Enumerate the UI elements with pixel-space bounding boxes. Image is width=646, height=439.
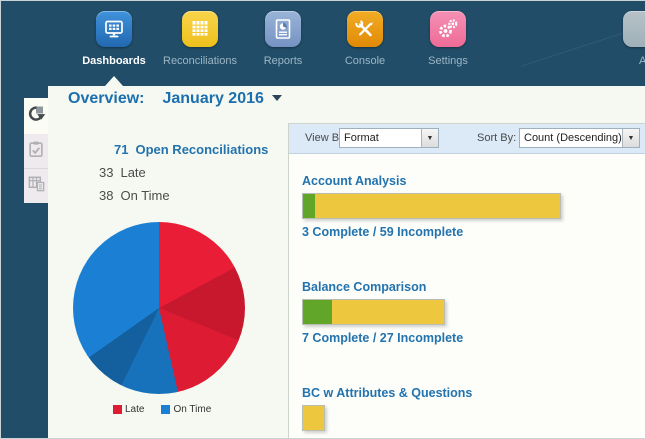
- pie-legend: Late On Time: [113, 404, 211, 415]
- on-time-label: On Time: [120, 188, 170, 203]
- gears-icon: [430, 11, 466, 47]
- tools-icon: [347, 11, 383, 47]
- group-title-link[interactable]: Account Analysis: [302, 174, 407, 188]
- group-caption-link[interactable]: 3 Complete / 59 Incomplete: [302, 225, 464, 239]
- open-count: 71: [114, 142, 129, 157]
- nav-tab-reports[interactable]: Reports: [238, 1, 328, 86]
- format-summary-panel: View By: Format ▼ Sort By: Count (Descen…: [288, 123, 645, 438]
- nav-label: Reports: [263, 55, 303, 67]
- group-caption-link[interactable]: 0 Complete / 5 Incomplete: [302, 437, 561, 438]
- format-group: Account Analysis 3 Complete / 59 Incompl…: [302, 174, 561, 239]
- format-group: BC w Attributes & Questions 0 Complete /…: [302, 386, 561, 438]
- stacked-bar: [302, 193, 561, 219]
- sort-by-label: Sort By:: [477, 132, 517, 144]
- summary-stats: 71 Open Reconciliations 33 Late 38 On Time: [99, 138, 268, 207]
- on-time-stat: 38 On Time: [99, 184, 268, 207]
- dropdown-arrow-icon[interactable]: ▼: [421, 129, 438, 147]
- period-selector[interactable]: January 2016: [162, 90, 282, 107]
- bar-complete-segment: [303, 300, 332, 324]
- sidebar-item-tasks[interactable]: [24, 134, 48, 169]
- open-reconciliations-stat[interactable]: 71 Open Reconciliations: [99, 138, 268, 161]
- data-grid-icon: [27, 174, 46, 198]
- nav-label: Console: [344, 55, 386, 67]
- group-title-link[interactable]: Balance Comparison: [302, 280, 427, 294]
- format-groups: Account Analysis 3 Complete / 59 Incompl…: [302, 174, 561, 438]
- view-by-label: View By:: [305, 132, 348, 144]
- legend-late-label: Late: [125, 404, 145, 415]
- nav-tab-dashboards[interactable]: Dashboards: [69, 1, 159, 86]
- stacked-bar: [302, 299, 445, 325]
- table-grid-icon: [182, 11, 218, 47]
- nav-label: Reconciliations: [163, 55, 237, 67]
- late-count: 33: [99, 165, 114, 180]
- chevron-down-icon: [271, 95, 282, 101]
- on-time-swatch: [161, 405, 171, 414]
- legend-on-time-label: On Time: [173, 404, 212, 415]
- page-title: Overview: January 2016: [68, 90, 282, 108]
- top-navbar: Dashboards Reconciliations: [1, 1, 646, 86]
- sidebar-item-reconciliation-list[interactable]: [24, 169, 48, 203]
- monitor-grid-icon: [96, 11, 132, 47]
- format-group: Balance Comparison 7 Complete / 27 Incom…: [302, 280, 561, 345]
- legend-item-on-time: On Time: [161, 404, 211, 415]
- nav-tab-clipped[interactable]: A: [623, 1, 646, 86]
- nav-tab-console[interactable]: Console: [320, 1, 410, 86]
- on-time-count: 38: [99, 188, 114, 203]
- clipboard-check-icon: [27, 140, 45, 163]
- dropdown-arrow-icon[interactable]: ▼: [622, 129, 639, 147]
- period-value: January 2016: [162, 90, 264, 107]
- late-stat: 33 Late: [99, 161, 268, 184]
- swap-arrow-icon: [26, 104, 46, 129]
- nav-tab-settings[interactable]: Settings: [403, 1, 493, 86]
- late-swatch: [113, 405, 122, 414]
- report-document-icon: [265, 11, 301, 47]
- group-caption-link[interactable]: 7 Complete / 27 Incomplete: [302, 331, 464, 345]
- active-tab-pointer: [105, 76, 123, 86]
- status-pie-chart: [73, 222, 245, 394]
- legend-item-late: Late: [113, 404, 144, 415]
- nav-label: Settings: [428, 55, 468, 67]
- view-by-select[interactable]: Format ▼: [339, 128, 439, 148]
- sort-by-select[interactable]: Count (Descending) ▼: [519, 128, 640, 148]
- sort-by-value: Count (Descending): [524, 132, 622, 144]
- panel-toolbar: View By: Format ▼ Sort By: Count (Descen…: [289, 124, 645, 154]
- clipped-icon: [623, 11, 645, 47]
- nav-tab-reconciliations[interactable]: Reconciliations: [155, 1, 245, 86]
- open-label: Open Reconciliations: [135, 142, 269, 157]
- view-by-value: Format: [344, 132, 379, 144]
- late-label: Late: [120, 165, 146, 180]
- overview-label: Overview:: [68, 90, 145, 107]
- stacked-bar: [302, 405, 325, 431]
- group-title-link[interactable]: BC w Attributes & Questions: [302, 386, 473, 400]
- sidebar-item-workflow[interactable]: [24, 98, 48, 134]
- left-sidebar: [1, 86, 48, 438]
- nav-label: A: [639, 55, 646, 67]
- bar-complete-segment: [303, 194, 315, 218]
- nav-label: Dashboards: [82, 55, 146, 67]
